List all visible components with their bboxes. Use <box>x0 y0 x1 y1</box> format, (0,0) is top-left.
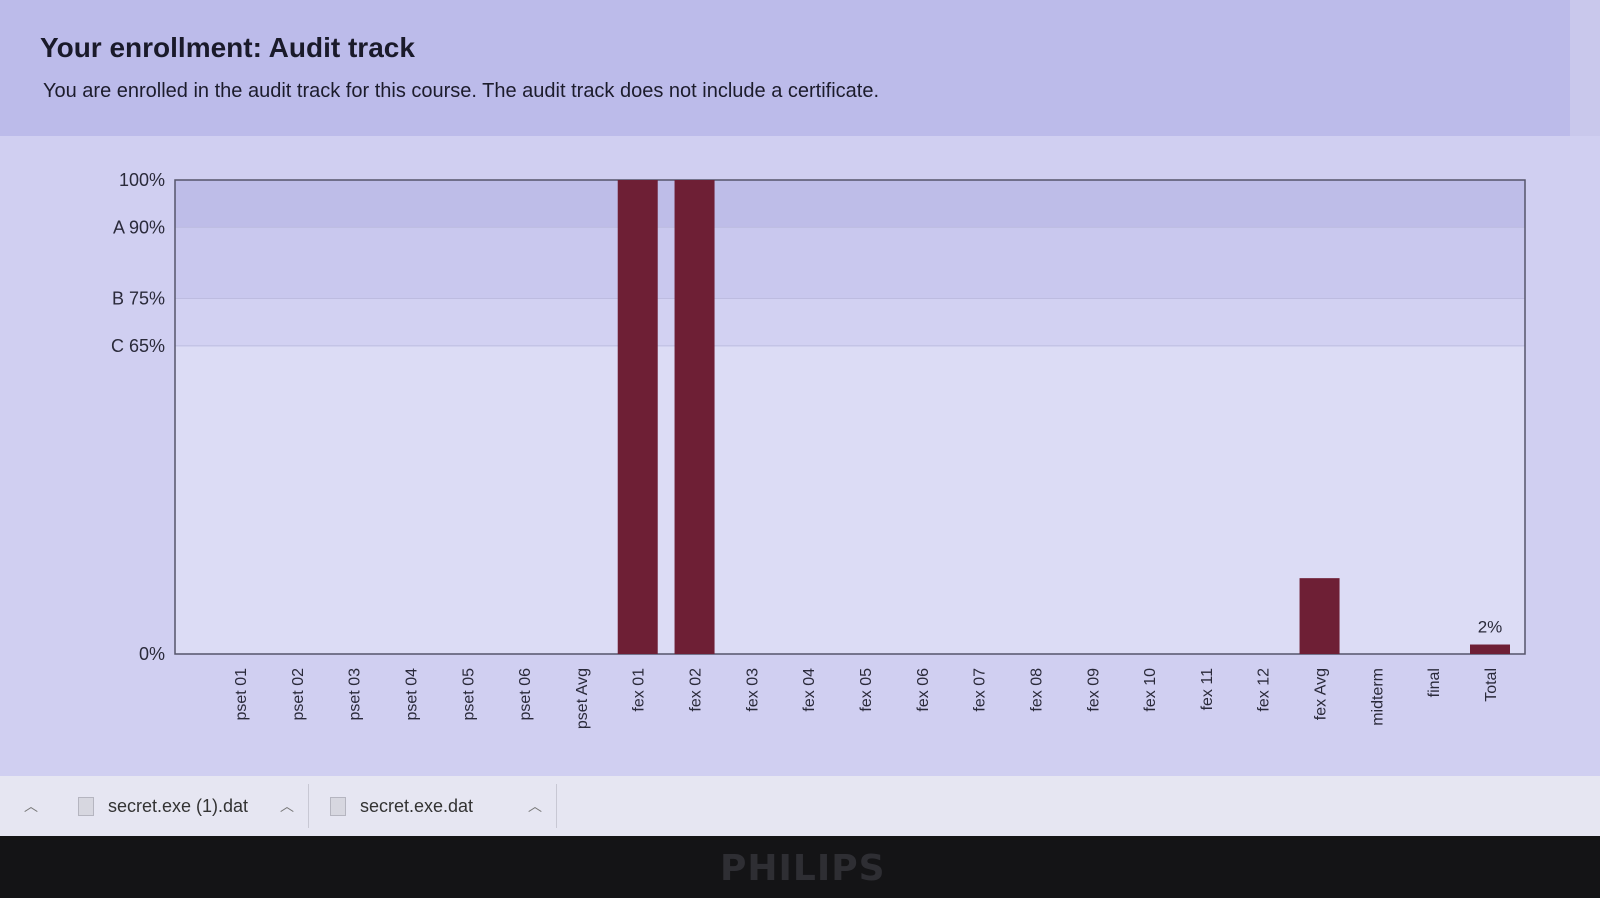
download-divider <box>308 784 309 828</box>
bar <box>1299 578 1340 654</box>
enrollment-message: You are enrolled in the audit track for … <box>43 80 880 102</box>
plot-frame <box>174 179 1526 655</box>
grade-chart-svg: 100% A 90% B 75% C 65% 0% pset 01 pset 02 pset … <box>111 170 1526 729</box>
x-tick-label: fex 10 <box>1142 668 1159 712</box>
x-tick-label: fex 03 <box>744 668 761 712</box>
grade-band <box>175 298 1525 346</box>
y-tick-label: C 65% <box>111 336 165 356</box>
download-item[interactable]: secret.exe (1).dat <box>78 788 248 824</box>
downloads-bar: ︿ secret.exe (1).dat ︿ secret.exe.dat ︿ <box>0 776 1600 836</box>
x-tick-label: fex 09 <box>1085 668 1102 712</box>
x-tick-label: fex 05 <box>858 668 875 712</box>
bar <box>617 180 658 654</box>
x-tick-label: fex 11 <box>1199 668 1216 711</box>
y-tick-label: B 75% <box>112 289 165 309</box>
x-tick-label: fex 01 <box>631 668 648 712</box>
y-tick-label: A 90% <box>113 217 165 237</box>
download-item[interactable]: secret.exe.dat <box>330 788 473 824</box>
data-label: 2% <box>1478 618 1503 637</box>
x-tick-label: pset 01 <box>233 668 250 721</box>
grade-band <box>175 180 1525 228</box>
x-tick-label: pset 02 <box>290 668 307 721</box>
enrollment-banner: Your enrollment: Audit track You are enr… <box>0 0 1570 136</box>
x-tick-label: fex 08 <box>1028 668 1045 712</box>
x-tick-label: pset 05 <box>460 668 477 721</box>
x-tick-label: pset 06 <box>517 668 534 721</box>
download-divider <box>556 784 557 828</box>
monitor-bezel: PHILIPS <box>0 836 1600 898</box>
enrollment-title: Your enrollment: Audit track <box>40 32 415 63</box>
bar <box>1470 644 1510 654</box>
download-filename: secret.exe.dat <box>360 795 474 816</box>
bar <box>674 180 715 654</box>
file-icon <box>330 796 346 816</box>
x-tick-label: fex Avg <box>1313 668 1330 720</box>
x-tick-label: fex 04 <box>801 668 818 712</box>
download-options-chevron-icon[interactable]: ︿ <box>528 798 542 814</box>
x-tick-label: fex 02 <box>688 668 705 712</box>
y-tick-label: 100% <box>119 170 165 190</box>
collapse-chevron-icon[interactable]: ︿ <box>24 798 38 814</box>
monitor-brand-logo: PHILIPS <box>720 848 886 889</box>
file-icon <box>78 796 94 816</box>
x-tick-label: Total <box>1483 668 1500 702</box>
x-tick-label: midterm <box>1369 668 1386 726</box>
download-options-chevron-icon[interactable]: ︿ <box>280 798 294 814</box>
x-tick-label: fex 06 <box>915 668 932 712</box>
x-tick-label: fex 07 <box>972 668 989 712</box>
x-tick-label: pset Avg <box>574 668 591 729</box>
y-tick-label: 0% <box>139 644 165 664</box>
grade-chart: 100% A 90% B 75% C 65% 0% pset 01 pset 02 pset … <box>0 136 1600 776</box>
download-filename: secret.exe (1).dat <box>108 795 249 816</box>
x-tick-label: pset 04 <box>403 668 420 721</box>
grade-band <box>175 227 1525 299</box>
x-tick-label: pset 03 <box>347 668 364 721</box>
x-tick-label: fex 12 <box>1256 668 1273 712</box>
x-tick-label: final <box>1426 668 1443 697</box>
